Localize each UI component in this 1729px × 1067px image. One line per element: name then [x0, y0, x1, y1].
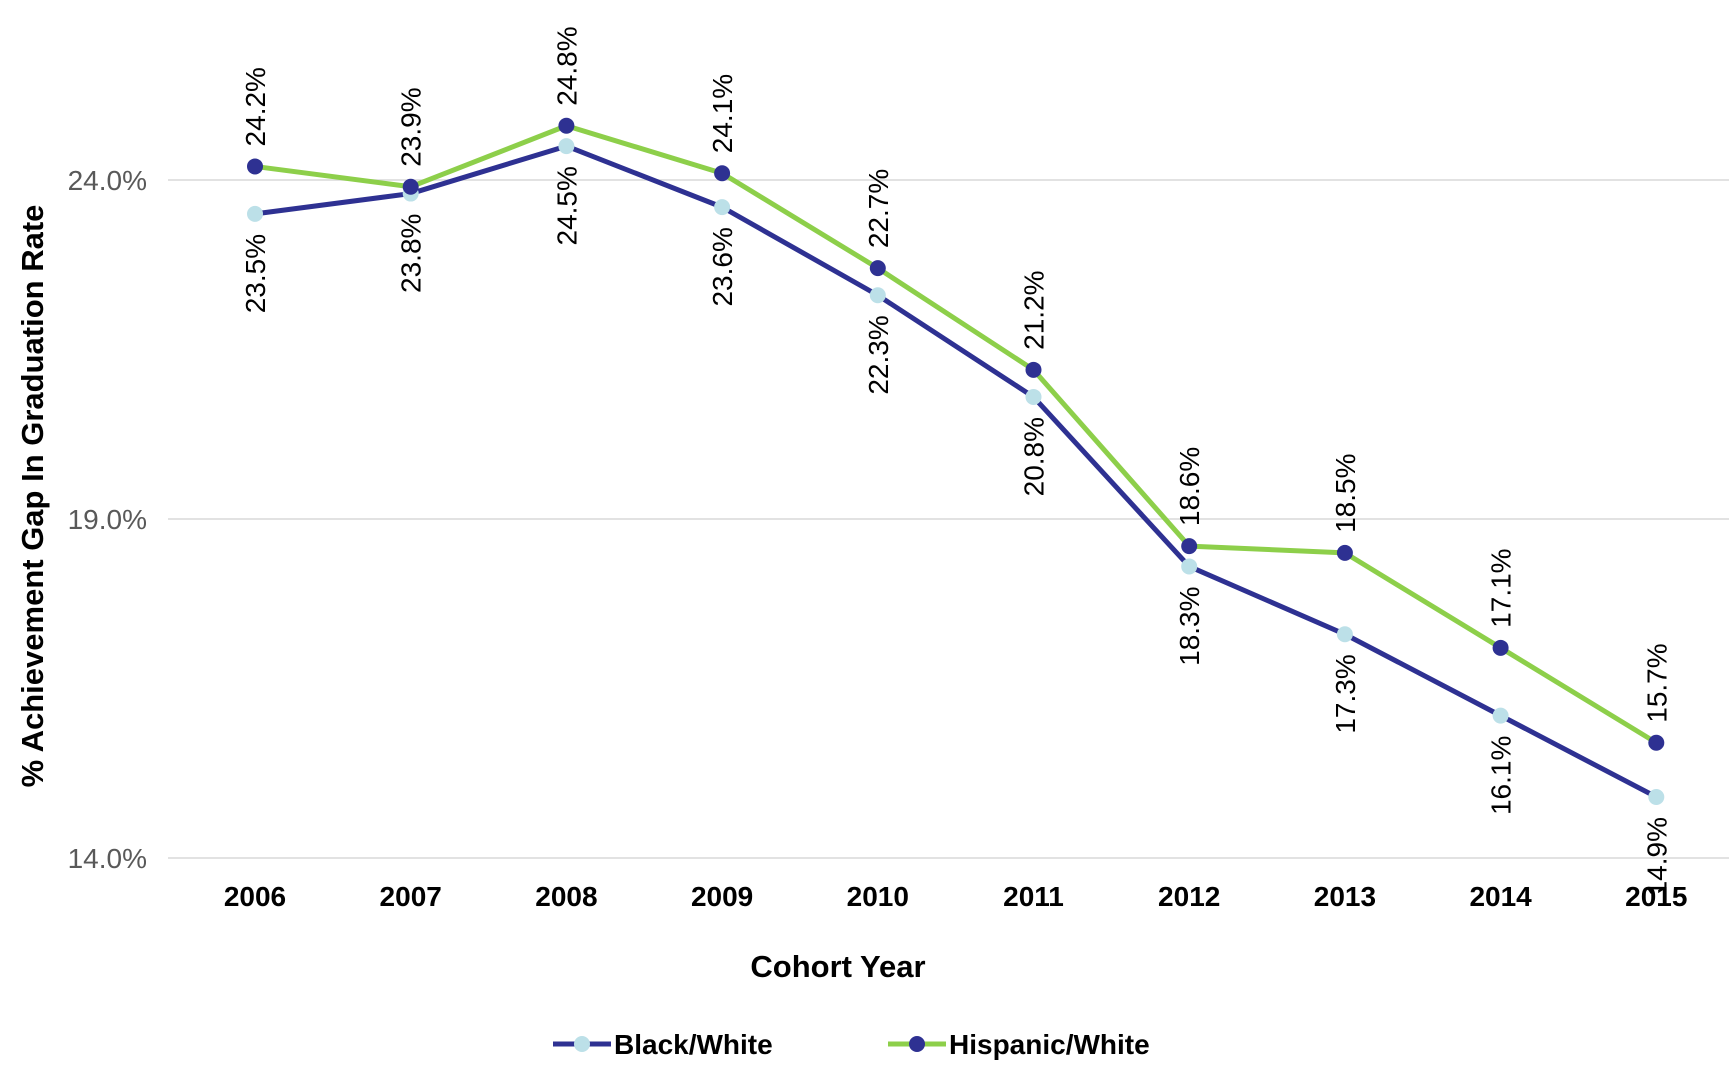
- data-point-hispanic-white: [714, 165, 731, 182]
- data-point-black-white: [1025, 388, 1042, 405]
- y-axis-label: % Achievement Gap In Graduation Rate: [15, 205, 50, 788]
- data-label-hispanic-white: 24.8%: [551, 26, 582, 105]
- x-tick-label: 2009: [691, 881, 753, 912]
- data-label-black-white: 23.6%: [707, 227, 738, 306]
- x-axis-label: Cohort Year: [750, 949, 925, 984]
- x-axis-ticks: 2006 2007 2008 2009 2010 2011 2012 2013 2014 2015: [224, 881, 1688, 912]
- data-point-black-white: [247, 205, 263, 222]
- data-point-hispanic-white: [1336, 544, 1353, 561]
- x-tick-label: 2012: [1158, 881, 1220, 912]
- data-label-hispanic-white: 24.1%: [707, 74, 738, 153]
- data-label-hispanic-white: 15.7%: [1641, 643, 1672, 722]
- x-tick-label: 2008: [535, 881, 597, 912]
- legend-label-hispanic-white: Hispanic/White: [949, 1029, 1150, 1060]
- y-tick-label: 24.0%: [68, 165, 147, 196]
- x-tick-label: 2006: [224, 881, 286, 912]
- data-label-black-white: 14.9%: [1641, 817, 1672, 896]
- x-tick-label: 2011: [1003, 881, 1064, 912]
- series-line-black-white: [254, 143, 1658, 800]
- legend-item-black-white: Black/White: [553, 1029, 773, 1060]
- data-label-hispanic-white: 18.6%: [1174, 447, 1205, 526]
- data-point-black-white: [714, 199, 731, 216]
- legend-label-black-white: Black/White: [614, 1029, 773, 1060]
- series-lines: [254, 123, 1658, 800]
- data-labels: 23.5% 23.8% 24.5% 23.6% 22.3% 20.8% 18.3% 17.3%…: [240, 26, 1672, 896]
- data-label-hispanic-white: 21.2%: [1019, 270, 1050, 349]
- x-tick-label: 2013: [1314, 881, 1376, 912]
- data-point-black-white: [1492, 707, 1509, 724]
- data-point-hispanic-white: [247, 158, 263, 175]
- data-label-hispanic-white: 24.2%: [240, 67, 271, 146]
- data-label-black-white: 23.8%: [396, 214, 427, 293]
- legend-marker-hispanic-white: [909, 1036, 925, 1052]
- data-label-black-white: 16.1%: [1486, 736, 1517, 815]
- data-point-hispanic-white: [869, 260, 886, 277]
- data-point-hispanic-white: [1181, 538, 1198, 555]
- data-point-black-white: [1648, 788, 1665, 805]
- data-label-black-white: 23.5%: [240, 234, 271, 313]
- x-tick-label: 2010: [847, 881, 909, 912]
- data-label-black-white: 18.3%: [1174, 586, 1205, 665]
- data-label-hispanic-white: 23.9%: [396, 87, 427, 166]
- series-markers: [247, 117, 1665, 805]
- data-label-black-white: 17.3%: [1330, 654, 1361, 733]
- legend-marker-black-white: [574, 1036, 590, 1052]
- series-line-hispanic-white: [254, 123, 1658, 745]
- x-tick-label: 2015: [1625, 881, 1687, 912]
- data-point-black-white: [1336, 626, 1353, 643]
- data-point-hispanic-white: [1648, 734, 1665, 751]
- y-tick-label: 19.0%: [68, 504, 147, 535]
- data-label-black-white: 20.8%: [1019, 417, 1050, 496]
- data-point-hispanic-white: [1492, 639, 1509, 656]
- data-point-black-white: [869, 287, 886, 304]
- data-label-hispanic-white: 17.1%: [1486, 548, 1517, 627]
- data-label-black-white: 24.5%: [551, 166, 582, 245]
- data-point-black-white: [558, 138, 575, 155]
- data-label-black-white: 22.3%: [863, 315, 894, 394]
- data-point-hispanic-white: [558, 117, 575, 134]
- legend-item-hispanic-white: Hispanic/White: [888, 1029, 1150, 1060]
- y-axis-ticks: 14.0% 19.0% 24.0%: [68, 165, 147, 874]
- data-label-hispanic-white: 22.7%: [863, 169, 894, 248]
- x-tick-label: 2007: [380, 881, 442, 912]
- y-tick-label: 14.0%: [68, 843, 147, 874]
- data-point-hispanic-white: [402, 178, 419, 195]
- data-label-hispanic-white: 18.5%: [1330, 453, 1361, 532]
- data-point-hispanic-white: [1025, 361, 1042, 378]
- x-tick-label: 2014: [1469, 881, 1532, 912]
- legend: Black/White Hispanic/White: [553, 1029, 1150, 1060]
- data-point-black-white: [1181, 558, 1198, 575]
